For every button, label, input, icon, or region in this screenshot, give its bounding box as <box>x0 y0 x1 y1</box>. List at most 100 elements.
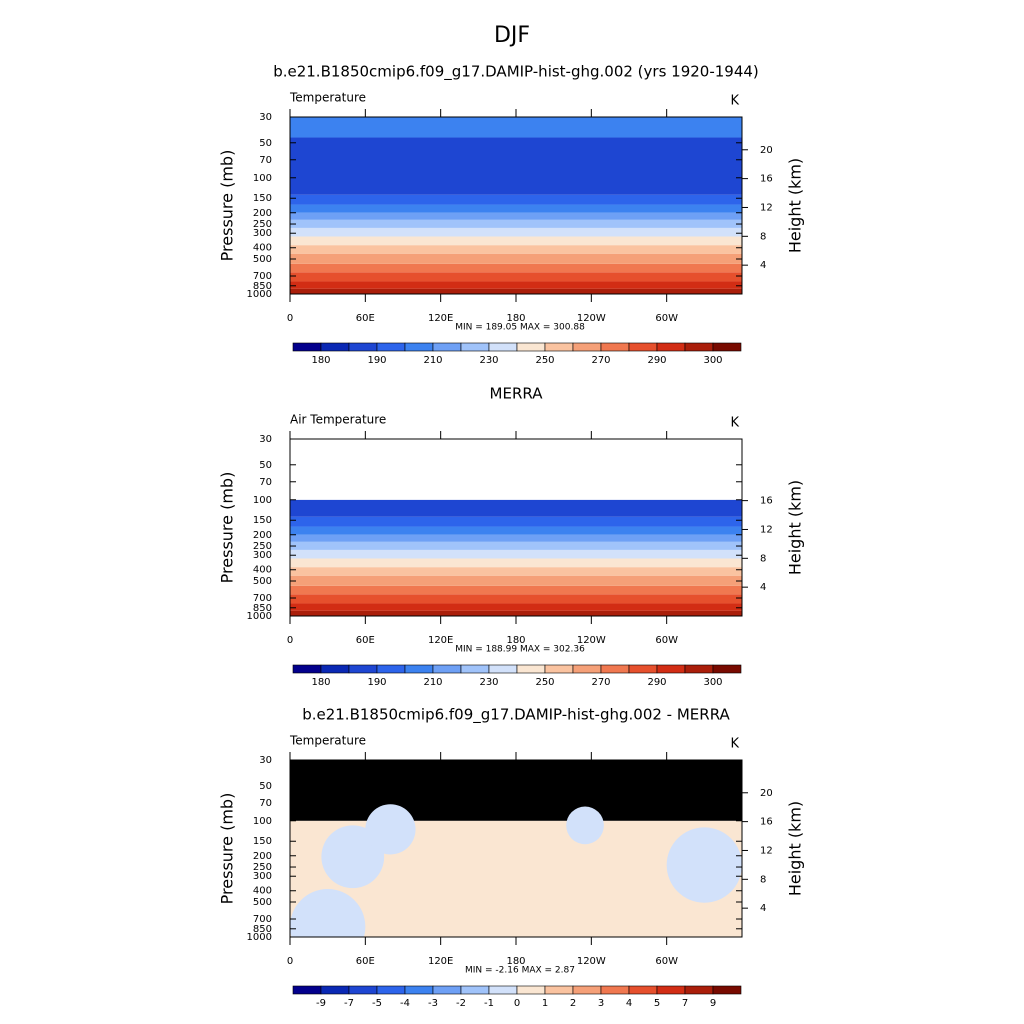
y2-tick-label: 8 <box>760 874 766 885</box>
colorbar-box <box>684 985 714 995</box>
contour-band <box>290 760 742 821</box>
field <box>290 439 742 616</box>
x-tick-label: 0 <box>287 956 293 967</box>
contour-band <box>290 603 742 611</box>
contour-band <box>290 610 742 616</box>
y-tick-label: 100 <box>253 495 272 506</box>
x-tick-label: 120W <box>577 956 606 967</box>
colorbar-box <box>572 985 602 995</box>
y2-axis-label: Height (km) <box>786 801 805 896</box>
colorbar-label: 290 <box>647 355 666 366</box>
contour-band <box>290 212 742 220</box>
colorbar-label: 180 <box>311 355 330 366</box>
colorbar-label: 250 <box>535 677 554 688</box>
y2-axis-label: Height (km) <box>786 158 805 253</box>
colorbar-label: 7 <box>682 998 688 1009</box>
left-label: Temperature <box>289 91 366 105</box>
colorbar-box <box>516 985 546 995</box>
colorbar-label: 230 <box>479 355 498 366</box>
colorbar-label: 210 <box>423 677 442 688</box>
colorbar-box <box>656 985 686 995</box>
field <box>290 760 742 937</box>
contour-band <box>290 499 742 517</box>
left-label: Air Temperature <box>290 413 386 427</box>
colorbar-box <box>376 342 406 352</box>
contour-band <box>290 288 742 294</box>
contour-band <box>290 137 742 195</box>
contour-patch <box>365 804 416 855</box>
contour-band <box>290 117 742 138</box>
x-tick-label: 120E <box>428 313 453 324</box>
colorbar-label: -9 <box>316 998 326 1009</box>
colorbar-box <box>404 985 434 995</box>
colorbar-box <box>320 664 350 674</box>
y-axis-label: Pressure (mb) <box>218 150 237 262</box>
contour-band <box>290 236 742 246</box>
colorbar-label: 0 <box>514 998 520 1009</box>
colorbar-box <box>628 664 658 674</box>
field <box>290 117 742 294</box>
colorbar-label: 270 <box>591 677 610 688</box>
y-tick-label: 1000 <box>247 289 272 300</box>
y-tick-label: 1000 <box>247 932 272 943</box>
colorbar-box <box>572 664 602 674</box>
colorbar-box <box>684 664 714 674</box>
colorbar-label: -2 <box>456 998 466 1009</box>
y-tick-label: 70 <box>259 477 272 488</box>
contour-patch <box>290 889 366 937</box>
y2-axis-label: Height (km) <box>786 480 805 575</box>
y-tick-label: 200 <box>253 851 272 862</box>
contour-band <box>290 219 742 228</box>
colorbar-label: 300 <box>703 355 722 366</box>
colorbar-label: 270 <box>591 355 610 366</box>
colorbar-box <box>320 342 350 352</box>
y-axis-label: Pressure (mb) <box>218 793 237 905</box>
y2-tick-label: 20 <box>760 145 773 156</box>
colorbar-label: -1 <box>484 998 494 1009</box>
y-tick-label: 250 <box>253 541 272 552</box>
colorbar-box <box>600 985 630 995</box>
y-tick-label: 70 <box>259 155 272 166</box>
colorbar-label: -4 <box>400 998 410 1009</box>
y-tick-label: 150 <box>253 836 272 847</box>
min-max: MIN = 189.05 MAX = 300.88 <box>455 323 585 333</box>
colorbar-box <box>544 342 574 352</box>
colorbar-box <box>488 985 518 995</box>
y-tick-label: 850 <box>253 603 272 614</box>
colorbar-label: 4 <box>626 998 632 1009</box>
y-tick-label: 200 <box>253 208 272 219</box>
x-tick-label: 120W <box>577 313 606 324</box>
y2-tick-label: 8 <box>760 231 766 242</box>
colorbar-label: 1 <box>542 998 548 1009</box>
contour-band <box>290 575 742 586</box>
y2-tick-label: 12 <box>760 524 773 535</box>
y-tick-label: 250 <box>253 219 272 230</box>
y-tick-label: 850 <box>253 281 272 292</box>
contour-band <box>290 594 742 604</box>
y2-tick-label: 12 <box>760 202 773 213</box>
colorbar-label: 5 <box>654 998 660 1009</box>
right-label: K <box>730 416 739 431</box>
y2-tick-label: 8 <box>760 553 766 564</box>
colorbar-box <box>488 342 518 352</box>
y-tick-label: 500 <box>253 254 272 265</box>
contour-band <box>290 439 742 500</box>
contour-band <box>290 516 742 527</box>
colorbar-box <box>432 664 462 674</box>
colorbar-box <box>348 985 378 995</box>
panel-title: b.e21.B1850cmip6.f09_g17.DAMIP-hist-ghg.… <box>302 706 730 725</box>
y-tick-label: 1000 <box>247 611 272 622</box>
right-label: K <box>730 94 739 109</box>
y-tick-label: 850 <box>253 924 272 935</box>
colorbar-box <box>544 664 574 674</box>
colorbar-label: 9 <box>710 998 716 1009</box>
colorbar-box <box>600 342 630 352</box>
colorbar-label: 180 <box>311 677 330 688</box>
y-tick-label: 250 <box>253 862 272 873</box>
contour-band <box>290 534 742 542</box>
colorbar-box <box>544 985 574 995</box>
colorbar-label: 190 <box>367 677 386 688</box>
y-tick-label: 500 <box>253 576 272 587</box>
x-tick-label: 180 <box>506 313 525 324</box>
